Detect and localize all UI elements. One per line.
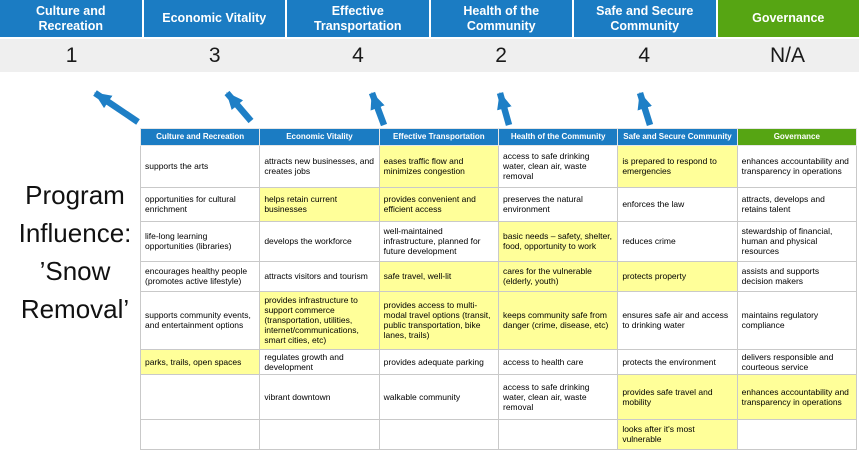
arrow-icon [368, 91, 388, 127]
matrix-cell: well-maintained infrastructure, planned … [378, 220, 499, 262]
page-title: Program Influence: ’Snow Removal’ [18, 180, 132, 324]
score-value-effective-transportation: 4 [352, 43, 364, 67]
matrix-cell: access to safe drinking water, clean air… [497, 144, 619, 188]
matrix-cell-highlighted: provides safe travel and mobility [617, 373, 738, 420]
matrix-row: supports community events, and entertain… [139, 290, 858, 350]
scoreboard-header-culture-and-recreation: Culture and Recreation [0, 0, 142, 37]
score-value-safe-and-secure-community: 4 [638, 43, 651, 67]
matrix-cell-highlighted: cares for the vulnerable (elderly, youth… [497, 260, 619, 292]
scoreboard-headers: Culture and Recreation Economic Vitality E… [0, 0, 859, 37]
matrix-cell: develops the workforce [259, 220, 380, 262]
matrix-cell [259, 418, 380, 450]
matrix-cell: enforces the law [617, 186, 738, 222]
matrix-cell: supports the arts [139, 144, 261, 188]
matrix-cell: encourages healthy people (promotes acti… [139, 260, 261, 292]
matrix-header-row: Culture and Recreation Economic Vitality E… [139, 128, 858, 146]
matrix-cell: access to health care [497, 348, 619, 375]
matrix-cell [139, 373, 261, 420]
matrix-cell: supports community events, and entertain… [139, 290, 261, 350]
matrix-cell: maintains regulatory compliance [736, 290, 858, 350]
scoreboard-header-economic-vitality: Economic Vitality [143, 0, 285, 37]
matrix-cell-highlighted: keeps community safe from danger (crime,… [497, 290, 619, 350]
matrix-cell: opportunities for cultural enrichment [139, 186, 261, 222]
matrix-column-header-health-of-the-community: Health of the Community [497, 128, 619, 146]
matrix-cell: reduces crime [617, 220, 738, 262]
matrix-cell: attracts visitors and tourism [259, 260, 380, 292]
matrix-cell-highlighted: is prepared to respond to emergencies [617, 144, 738, 188]
matrix-cell: attracts new businesses, and creates job… [259, 144, 380, 188]
matrix-cell: access to safe drinking water, clean air… [497, 373, 619, 420]
arrow-icon [496, 92, 513, 126]
matrix-column-header-effective-transportation: Effective Transportation [378, 128, 499, 146]
matrix-cell-highlighted: provides access to multi-modal travel op… [378, 290, 499, 350]
score-value-economic-vitality: 3 [208, 43, 221, 67]
matrix-cell: enhances accountability and transparency… [736, 144, 858, 188]
matrix-cell: delivers responsible and courteous servi… [736, 348, 858, 375]
matrix-cell-highlighted: eases traffic flow and minimizes congest… [378, 144, 499, 188]
matrix-row: vibrant downtown walkable community access… [139, 373, 858, 420]
matrix-cell-highlighted: enhances accountability and transparency… [736, 373, 858, 420]
matrix-cell [736, 418, 858, 450]
matrix-cell-highlighted: helps retain current businesses [259, 186, 380, 222]
matrix-cell: protects the environment [617, 348, 738, 375]
matrix-cell: ensures safe air and access to drinking … [617, 290, 738, 350]
matrix-cell: life-long learning opportunities (librar… [139, 220, 261, 262]
matrix-row: opportunities for cultural enrichment hel… [139, 186, 858, 222]
influence-arrows [93, 90, 654, 127]
matrix-cell: provides adequate parking [378, 348, 499, 375]
scoreboard-scores: 1 3 4 2 4 N/A [0, 39, 859, 72]
scoreboard-header-effective-transportation: Effective Transportation [287, 0, 429, 37]
matrix-cell-highlighted: protects property [617, 260, 738, 292]
matrix-cell: assists and supports decision makers [736, 260, 858, 292]
matrix-column-header-governance: Governance [736, 128, 858, 146]
matrix-cell-highlighted: basic needs – safety, shelter, food, opp… [497, 220, 619, 262]
matrix-column-header-culture-and-recreation: Culture and Recreation [139, 128, 261, 146]
matrix-cell: walkable community [378, 373, 499, 420]
matrix-column-header-economic-vitality: Economic Vitality [259, 128, 380, 146]
matrix-cell: regulates growth and development [259, 348, 380, 375]
matrix-cell-highlighted: provides convenient and efficient access [378, 186, 499, 222]
matrix-column-header-safe-and-secure-community: Safe and Secure Community [617, 128, 738, 146]
matrix-row: encourages healthy people (promotes acti… [139, 260, 858, 292]
scoreboard-header-governance: Governance [717, 0, 859, 37]
matrix-row: parks, trails, open spaces regulates grow… [139, 348, 858, 375]
matrix-body: supports the arts attracts new businesses… [139, 144, 858, 450]
matrix-cell [378, 418, 499, 450]
arrow-icon [224, 90, 254, 124]
matrix-header-row: Culture and Recreation Economic Vitality E… [139, 128, 858, 146]
matrix-row: supports the arts attracts new businesses… [139, 144, 858, 188]
matrix-cell-highlighted: looks after it's most vulnerable [617, 418, 738, 450]
matrix-cell-highlighted: provides infrastructure to support comme… [259, 290, 380, 350]
matrix-cell: stewardship of financial, human and phys… [736, 220, 858, 262]
matrix-cell [497, 418, 619, 450]
arrow-icon [93, 90, 140, 125]
score-value-health-of-the-community: 2 [495, 43, 507, 67]
arrow-icon [636, 92, 654, 126]
influence-matrix: Culture and Recreation Economic Vitality E… [139, 128, 858, 450]
matrix-cell-highlighted: safe travel, well-lit [378, 260, 499, 292]
matrix-cell: preserves the natural environment [497, 186, 619, 222]
matrix-cell: vibrant downtown [259, 373, 380, 420]
matrix-cell [139, 418, 261, 450]
matrix-cell: attracts, develops and retains talent [736, 186, 858, 222]
score-value-culture-and-recreation: 1 [65, 43, 78, 67]
matrix-row: looks after it's most vulnerable [139, 418, 858, 450]
score-value-governance: N/A [769, 43, 805, 67]
matrix-cell-highlighted: parks, trails, open spaces [139, 348, 261, 375]
matrix-row: life-long learning opportunities (librar… [139, 220, 858, 262]
scoreboard-header-safe-and-secure-community: Safe and Secure Community [574, 0, 716, 37]
scoreboard-header-health-of-the-community: Health of the Community [430, 0, 572, 37]
